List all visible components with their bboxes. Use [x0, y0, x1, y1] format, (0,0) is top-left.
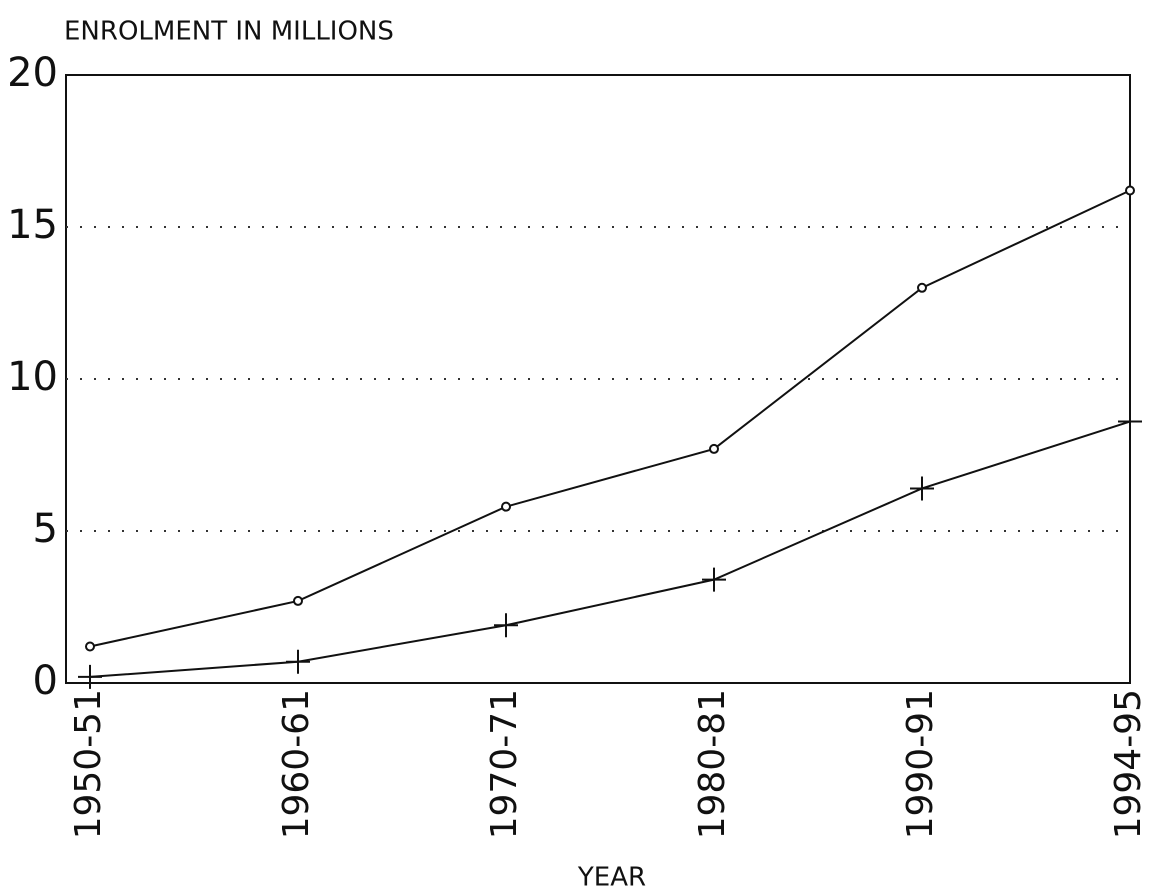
- point-marker: [494, 613, 518, 638]
- point-marker: [709, 443, 719, 454]
- y-tick-label: 0: [33, 658, 58, 704]
- series-line: [89, 420, 1131, 678]
- point-marker: [286, 649, 310, 674]
- point-marker: [1125, 185, 1135, 196]
- x-tick-label: 1990-91: [900, 689, 941, 839]
- y-tick-label: 15: [7, 202, 58, 248]
- y-tick-label: 20: [7, 50, 58, 96]
- x-tick-label: 1994-95: [1108, 689, 1149, 839]
- y-tick-label: 5: [33, 506, 58, 552]
- x-tick-label: 1960-61: [276, 689, 317, 839]
- chart-title: ENROLMENT IN MILLIONS: [64, 17, 394, 47]
- point-marker: [917, 282, 927, 293]
- y-tick-label: 10: [7, 354, 58, 400]
- point-marker: [78, 664, 102, 689]
- point-marker: [1118, 409, 1142, 434]
- point-marker: [293, 595, 303, 606]
- series-line: [89, 189, 1131, 648]
- x-tick-label: 1980-81: [692, 689, 733, 839]
- x-tick-label: 1970-71: [484, 689, 525, 839]
- x-tick-label: 1950-51: [68, 689, 109, 839]
- point-marker: [501, 501, 511, 512]
- point-marker: [702, 567, 726, 592]
- x-axis-label: YEAR: [577, 863, 646, 893]
- point-marker: [85, 641, 95, 652]
- point-marker: [910, 476, 934, 501]
